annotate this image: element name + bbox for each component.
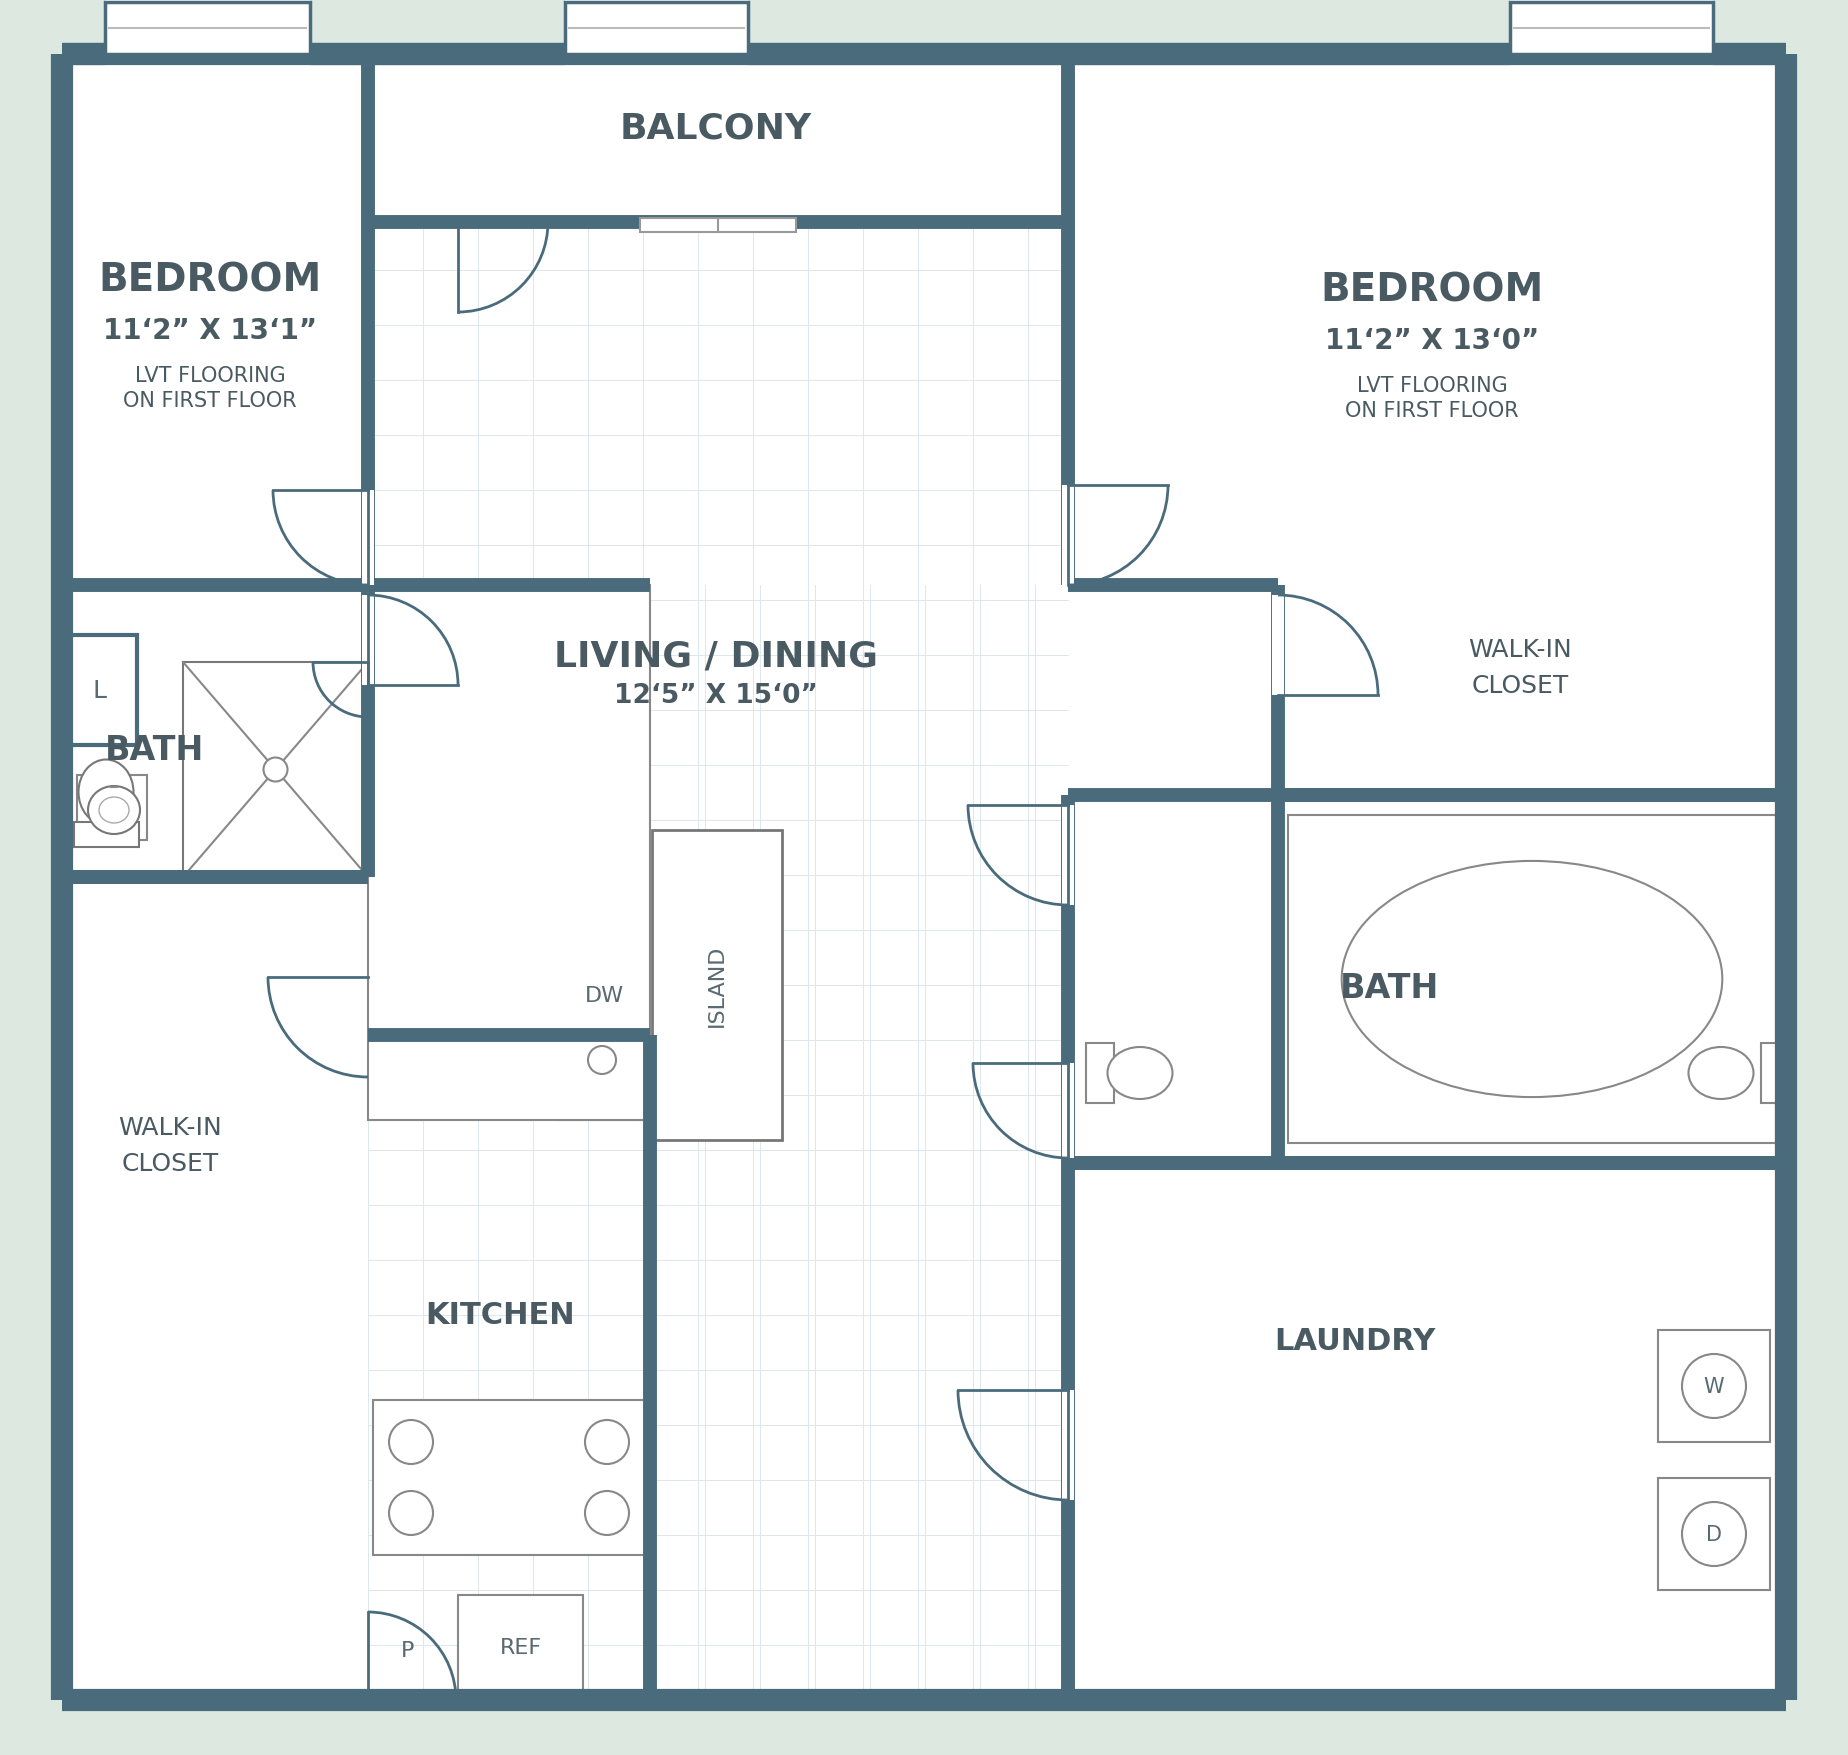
Bar (63, 635, 137, 746)
Text: D: D (1706, 1523, 1722, 1544)
Bar (1510, 0, 1713, 56)
Bar (1658, 1330, 1770, 1443)
Bar (183, 663, 368, 878)
Text: CLOSET: CLOSET (1471, 674, 1569, 697)
Bar (652, 830, 782, 1141)
Circle shape (1682, 1355, 1746, 1418)
Text: BEDROOM: BEDROOM (1319, 272, 1543, 311)
Text: BATH: BATH (105, 734, 205, 767)
Bar (74, 823, 139, 848)
Bar (368, 586, 650, 1120)
Bar (1761, 1044, 1789, 1104)
Text: LVT FLOORING: LVT FLOORING (1356, 376, 1508, 397)
Circle shape (588, 1046, 615, 1074)
Ellipse shape (78, 760, 133, 825)
Text: LAUNDRY: LAUNDRY (1275, 1325, 1436, 1355)
Text: LVT FLOORING: LVT FLOORING (135, 365, 285, 386)
Bar (1063, 1390, 1074, 1501)
Text: LIVING / DINING: LIVING / DINING (554, 639, 878, 672)
Text: WALK-IN: WALK-IN (1467, 637, 1573, 662)
Bar (1279, 586, 1785, 795)
Text: CLOSET: CLOSET (122, 1151, 218, 1176)
Text: WALK-IN: WALK-IN (118, 1116, 222, 1139)
Text: L: L (92, 679, 105, 702)
Text: 11‘2” X 13‘1”: 11‘2” X 13‘1” (103, 318, 318, 344)
Bar (639, 219, 796, 233)
Text: REF: REF (499, 1637, 541, 1657)
Text: 12‘5” X 15‘0”: 12‘5” X 15‘0” (614, 683, 819, 709)
Bar (1068, 795, 1785, 1164)
Bar (63, 586, 368, 878)
Bar (1063, 806, 1074, 906)
Bar (362, 595, 373, 686)
Bar (565, 0, 748, 56)
Ellipse shape (1342, 862, 1722, 1097)
Circle shape (264, 758, 288, 783)
Text: DW: DW (584, 986, 623, 1006)
Circle shape (586, 1420, 628, 1464)
Bar (78, 776, 148, 841)
Circle shape (586, 1492, 628, 1536)
Bar (1510, 4, 1713, 54)
Text: ISLAND: ISLAND (708, 944, 726, 1027)
Bar (1288, 816, 1776, 1143)
Text: P: P (401, 1641, 414, 1660)
Ellipse shape (89, 786, 140, 835)
Bar (1063, 1064, 1074, 1158)
Bar (362, 491, 373, 586)
Bar (458, 1595, 582, 1701)
Bar (1063, 486, 1074, 586)
Bar (565, 4, 748, 54)
Ellipse shape (1689, 1048, 1754, 1099)
Circle shape (1682, 1502, 1746, 1565)
Ellipse shape (100, 797, 129, 823)
Circle shape (388, 1492, 432, 1536)
Text: ON FIRST FLOOR: ON FIRST FLOOR (124, 391, 298, 411)
Text: ON FIRST FLOOR: ON FIRST FLOOR (1345, 400, 1519, 421)
Bar (105, 0, 310, 56)
Bar (1087, 1044, 1114, 1104)
Bar (63, 878, 368, 1701)
Text: W: W (1704, 1376, 1724, 1397)
Circle shape (388, 1420, 432, 1464)
Bar (1271, 595, 1284, 695)
Bar (368, 54, 1068, 223)
Bar (558, 616, 647, 1120)
Text: BATH: BATH (1340, 971, 1440, 1004)
Text: BEDROOM: BEDROOM (98, 261, 322, 300)
Bar (105, 4, 310, 54)
Text: KITCHEN: KITCHEN (425, 1300, 575, 1330)
Ellipse shape (1107, 1048, 1172, 1099)
Bar (373, 1400, 645, 1555)
Text: BALCONY: BALCONY (619, 111, 811, 146)
Text: 11‘2” X 13‘0”: 11‘2” X 13‘0” (1325, 326, 1539, 355)
Bar (1068, 1164, 1785, 1701)
Bar (1658, 1478, 1770, 1590)
